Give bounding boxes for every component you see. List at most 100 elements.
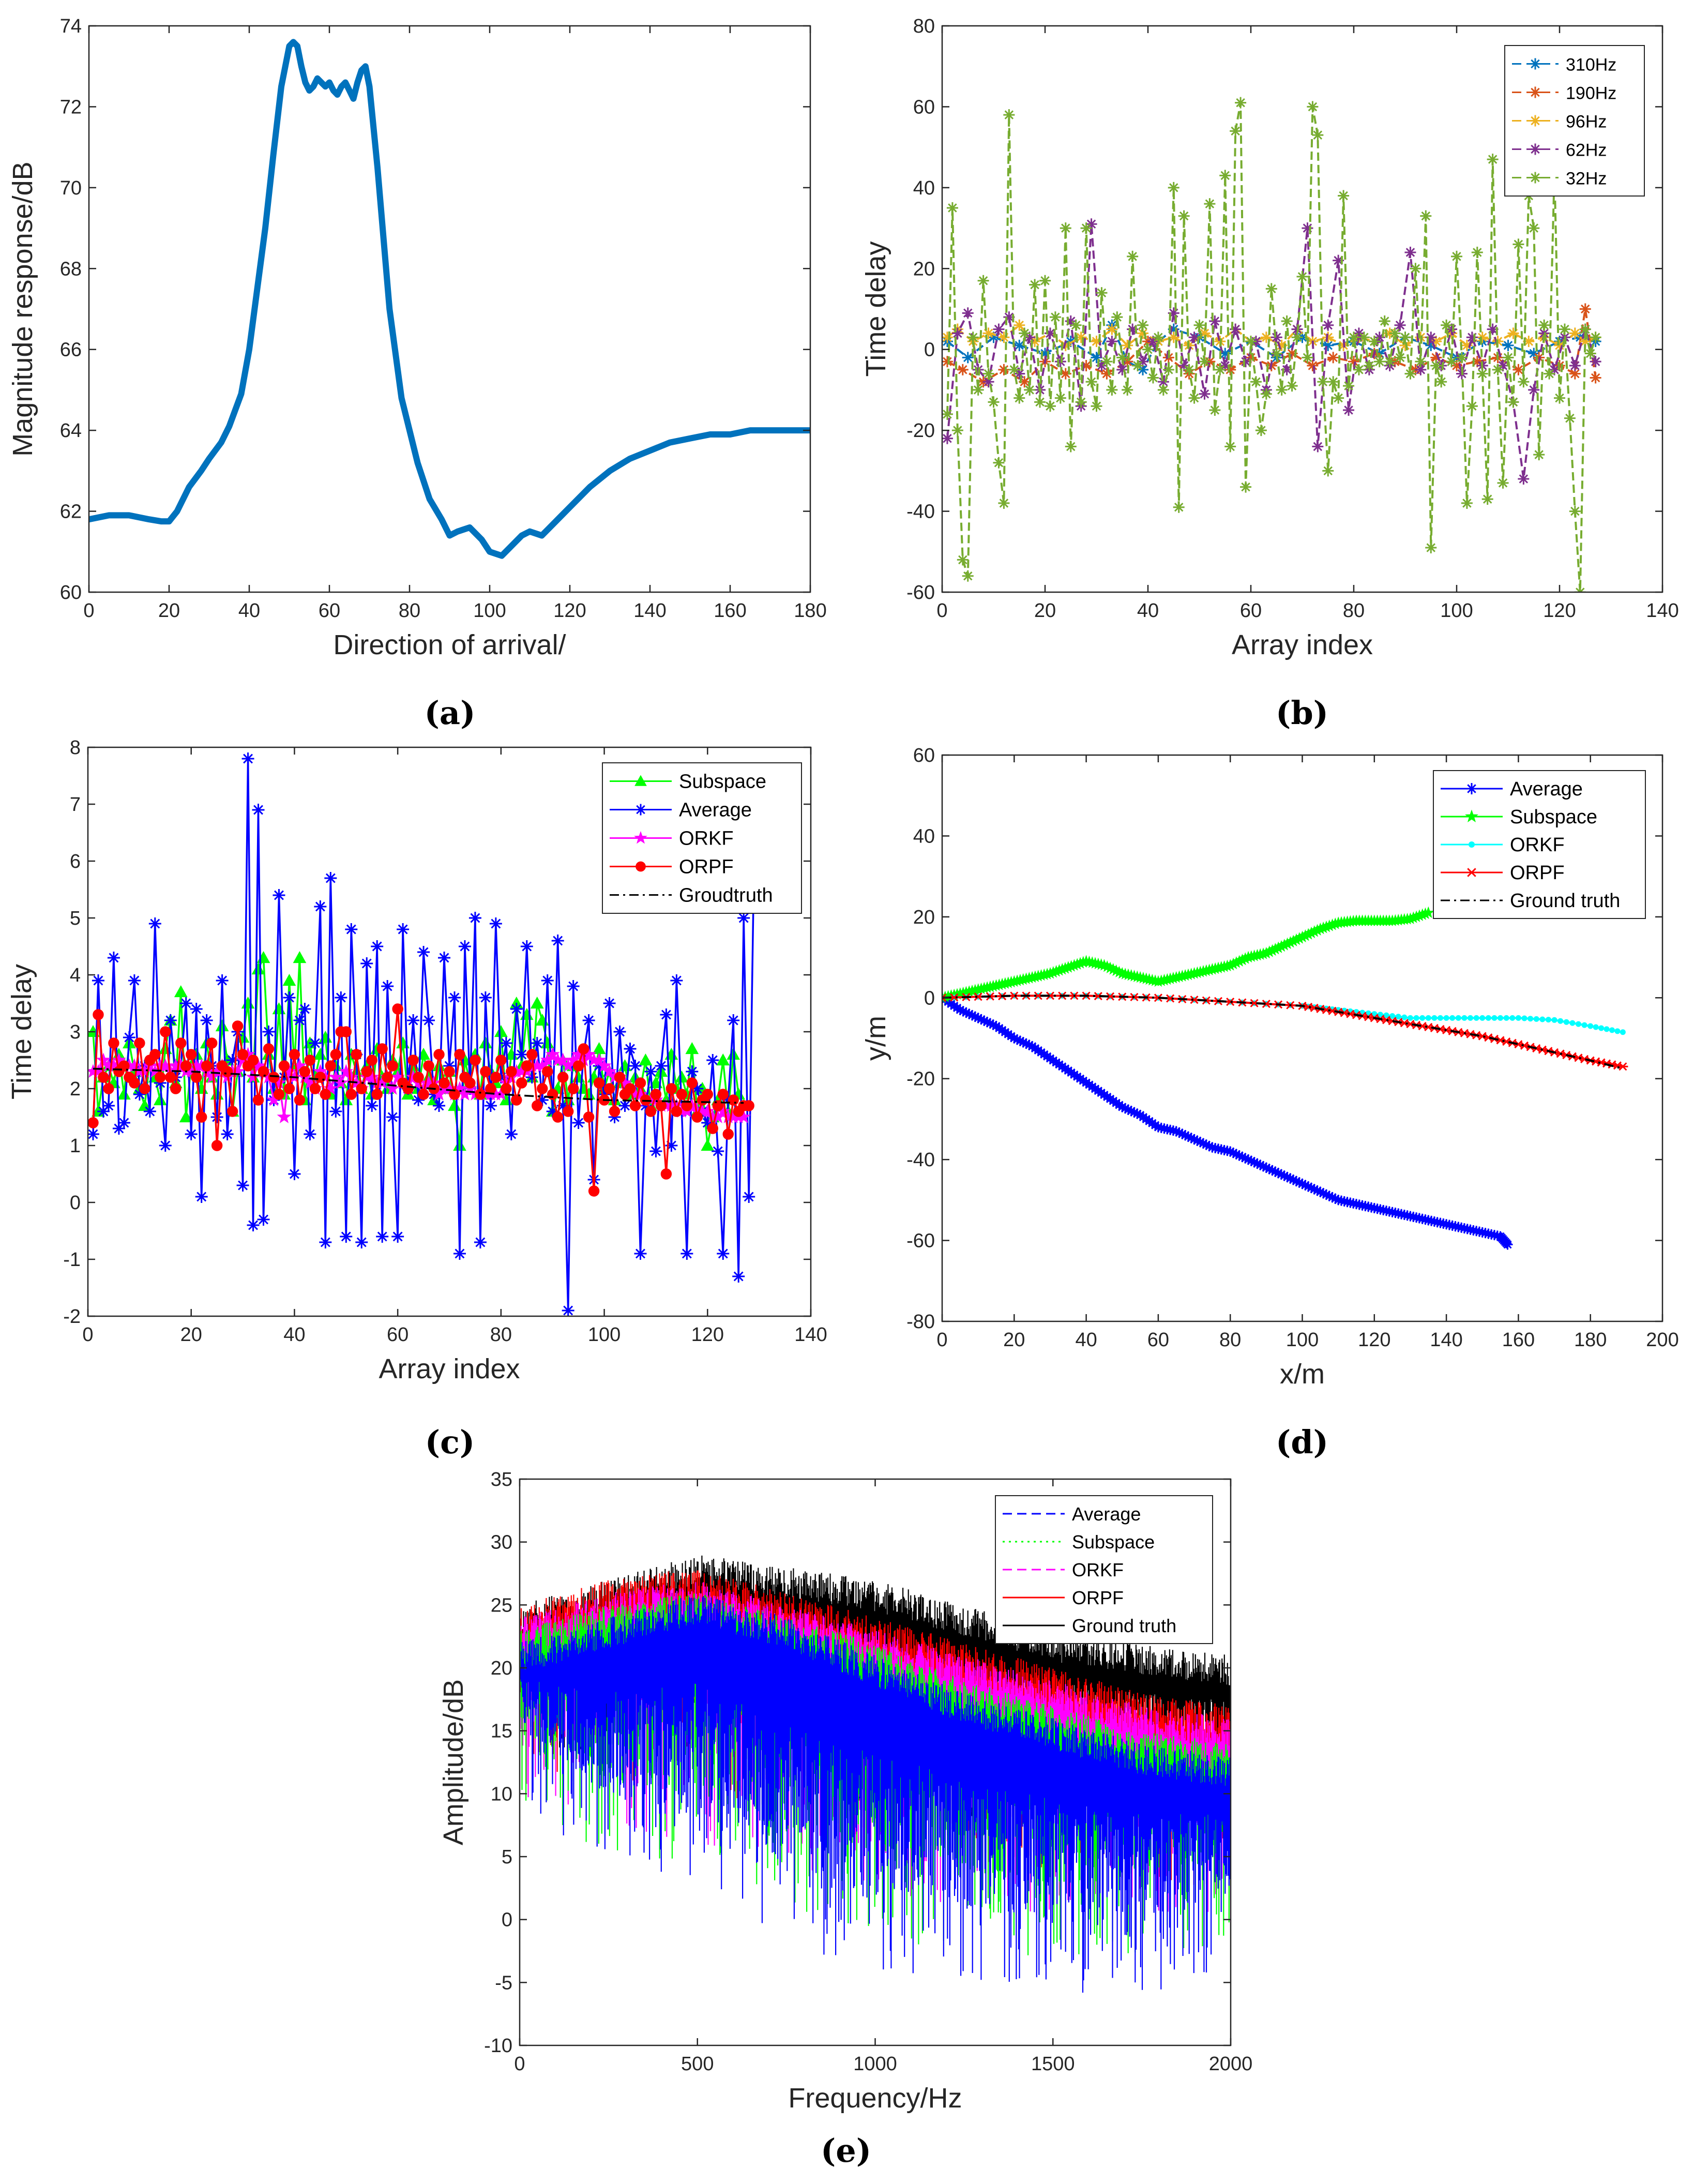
y-axis-label: y/m (860, 1016, 891, 1061)
marker-circle (501, 1083, 512, 1094)
plot-series (942, 906, 1628, 1250)
marker-circle (129, 1077, 140, 1089)
marker-circle (356, 1083, 367, 1094)
marker-pentagram (323, 1081, 338, 1095)
y-tick-label: 74 (60, 16, 82, 37)
marker-dot (1413, 1015, 1419, 1021)
marker-circle (88, 1117, 99, 1128)
y-tick-label: 0 (502, 1909, 512, 1931)
marker-star (1580, 1055, 1589, 1063)
legend-label: ORKF (1510, 834, 1565, 856)
marker-pentagram (385, 1081, 400, 1095)
series-Average (520, 1596, 1231, 1993)
panel-a: 0 20 40 60 80 100 120 140 160 180 60 62 64 66 68 70 72 74… (7, 16, 827, 732)
y-tick-label: -40 (906, 501, 935, 523)
y-tick-label: 60 (913, 96, 935, 118)
marker-circle (702, 1089, 713, 1100)
series-line (942, 995, 1623, 1070)
marker-circle (232, 1020, 244, 1032)
legend-label: Subspace (679, 771, 766, 793)
marker-circle (537, 1083, 548, 1094)
marker-star (1034, 991, 1042, 1000)
marker-dot (1443, 1015, 1449, 1021)
marker-circle (325, 1060, 337, 1072)
series-line (93, 1067, 744, 1104)
marker-triangle (675, 1070, 689, 1083)
x-tick-label: 40 (1137, 600, 1159, 622)
x-tick-label: 80 (490, 1324, 512, 1346)
x-tick-label: 40 (1075, 1329, 1097, 1351)
marker-circle (562, 1106, 574, 1117)
marker-pentagram (1465, 809, 1478, 822)
marker-circle (149, 1049, 161, 1060)
marker-circle (221, 1066, 233, 1077)
x-tick-label: 100 (1286, 1329, 1319, 1351)
marker-triangle (639, 1053, 653, 1066)
legend-label: Groudtruth (679, 885, 773, 907)
marker-triangle (117, 1087, 131, 1100)
marker-circle (495, 1055, 507, 1066)
marker-dot (1521, 1015, 1527, 1021)
marker-pentagram (96, 1052, 111, 1066)
marker-star (1502, 1037, 1511, 1046)
marker-circle (526, 1049, 538, 1060)
marker-dot (1604, 1026, 1610, 1032)
panel-d: Average Subspace ORKF ORPF Ground truth 0 20 40… (860, 745, 1679, 1461)
x-tick-label: 0 (936, 1329, 947, 1351)
marker-circle (521, 1060, 533, 1072)
x-tick-label: 0 (936, 600, 947, 622)
marker-pentagram (127, 1058, 142, 1072)
marker-circle (195, 1111, 207, 1123)
legend-label: Average (1072, 1503, 1141, 1525)
marker-circle (490, 1072, 502, 1083)
marker-circle (624, 1083, 636, 1094)
marker-triangle (179, 1110, 193, 1123)
panel-caption: (c) (425, 1423, 475, 1461)
y-tick-label: 0 (924, 987, 935, 1009)
marker-pentagram (303, 1075, 317, 1089)
series-spectrum (520, 1596, 1231, 1993)
y-tick-label: 0 (70, 1192, 81, 1214)
marker-circle (387, 1060, 398, 1072)
marker-dot (1503, 1015, 1509, 1021)
marker-circle (304, 1055, 316, 1066)
marker-star (1478, 1032, 1487, 1041)
y-tick-label: -2 (63, 1306, 81, 1328)
marker-circle (351, 1049, 362, 1060)
marker-circle (201, 1060, 213, 1072)
marker-dot (1407, 1015, 1413, 1021)
marker-circle (464, 1077, 476, 1089)
marker-triangle (153, 1093, 167, 1106)
marker-circle (309, 1083, 321, 1094)
marker-circle (345, 1089, 357, 1100)
marker-triangle (453, 1138, 466, 1151)
marker-circle (532, 1100, 543, 1111)
x-tick-label: 100 (473, 600, 506, 622)
marker-circle (655, 1100, 667, 1111)
marker-circle (593, 1077, 605, 1089)
marker-circle (283, 1083, 295, 1094)
axes-box (941, 25, 1663, 593)
marker-dot (1551, 1017, 1557, 1023)
marker-pentagram (545, 1047, 560, 1061)
marker-dot (1425, 1015, 1431, 1021)
x-tick-label: 0 (514, 2053, 525, 2075)
x-tick-label: 60 (387, 1324, 409, 1346)
marker-circle (557, 1072, 569, 1083)
plot-series (89, 39, 810, 559)
marker-circle (449, 1089, 460, 1100)
marker-triangle (174, 985, 188, 998)
x-tick-label: 2000 (1209, 2053, 1253, 2075)
legend-label: Subspace (1510, 806, 1597, 828)
y-tick-label: 60 (60, 582, 82, 604)
marker-dot (1620, 1029, 1626, 1035)
legend-label: ORPF (1072, 1587, 1124, 1608)
marker-star (1514, 1040, 1523, 1049)
marker-circle (108, 1037, 119, 1049)
marker-star (950, 993, 959, 1002)
y-tick-label: 62 (60, 501, 82, 523)
marker-dot (1527, 1016, 1534, 1022)
y-tick-label: -60 (906, 582, 935, 604)
x-tick-label: 120 (1358, 1329, 1390, 1351)
marker-circle (392, 1003, 403, 1015)
